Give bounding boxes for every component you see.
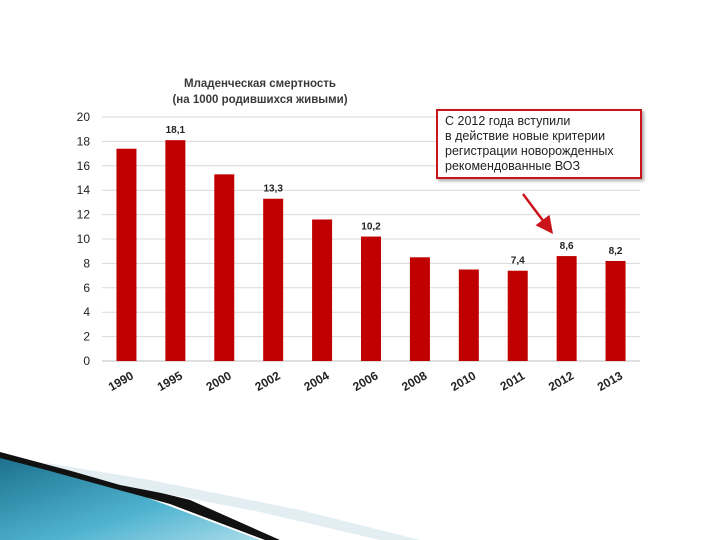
y-tick-label: 4 — [83, 305, 90, 319]
slide-decoration — [0, 452, 420, 540]
callout-line: в действие новые критерии — [445, 129, 606, 143]
black-swoosh-shape — [0, 452, 280, 540]
data-label: 8,6 — [560, 241, 574, 252]
callout-line: регистрации новорожденных — [445, 144, 614, 158]
y-tick-label: 6 — [83, 281, 90, 295]
bar-2011 — [507, 270, 528, 361]
bar-2012 — [556, 256, 577, 361]
x-axis-ticks: 1990 1995 2000 2002 2004 2006 2008 2010 2011 2012… — [106, 368, 625, 394]
data-label: 8,2 — [609, 246, 623, 257]
y-tick-label: 14 — [77, 183, 91, 197]
callout-line: С 2012 года вступили — [445, 114, 571, 128]
callout-box: С 2012 года вступили в действие новые кр… — [436, 109, 642, 179]
bars — [116, 140, 626, 361]
x-tick-label: 2010 — [448, 368, 478, 394]
bar-2013 — [605, 260, 626, 361]
data-labels: 18,1 13,3 10,2 7,4 8,6 8,2 — [166, 125, 623, 267]
bar-2004 — [312, 219, 333, 361]
x-tick-label: 2008 — [399, 368, 429, 394]
arrow-line — [522, 193, 553, 234]
y-tick-label: 20 — [77, 110, 91, 124]
bar-2008 — [409, 257, 430, 361]
bar-2010 — [458, 269, 479, 361]
y-tick-label: 18 — [77, 134, 91, 148]
y-axis-ticks: 0 2 4 6 8 10 12 14 16 18 20 — [77, 110, 91, 368]
callout-line: рекомендованные ВОЗ — [445, 159, 581, 173]
data-label: 10,2 — [361, 222, 381, 233]
y-tick-label: 12 — [77, 208, 91, 222]
x-tick-label: 2004 — [301, 368, 331, 394]
bar-1995 — [165, 140, 186, 361]
x-tick-label: 2013 — [595, 368, 625, 394]
x-tick-label: 2002 — [253, 368, 283, 394]
x-tick-label: 2011 — [498, 368, 528, 393]
callout-arrow — [522, 193, 553, 234]
light-swoosh-shape — [40, 462, 420, 540]
x-tick-label: 1990 — [106, 368, 136, 394]
y-tick-label: 16 — [77, 159, 91, 173]
y-tick-label: 8 — [83, 256, 90, 270]
x-tick-label: 2000 — [204, 368, 234, 394]
chart-title: Младенческая смертность — [183, 78, 336, 90]
data-label: 7,4 — [511, 256, 525, 267]
chart-subtitle: (на 1000 родившихся живыми) — [172, 94, 348, 106]
bar-2000 — [214, 174, 235, 361]
x-tick-label: 2012 — [546, 368, 576, 394]
bar-1990 — [116, 148, 137, 361]
bar-2006 — [361, 236, 381, 361]
y-tick-label: 10 — [77, 232, 91, 246]
y-tick-label: 0 — [83, 354, 90, 368]
x-tick-label: 1995 — [155, 368, 185, 394]
data-label: 13,3 — [263, 184, 283, 195]
y-tick-label: 2 — [83, 330, 90, 344]
x-tick-label: 2006 — [350, 368, 380, 394]
data-label: 18,1 — [166, 125, 186, 136]
teal-swoosh-shape — [0, 455, 260, 540]
bar-2002 — [263, 198, 284, 361]
